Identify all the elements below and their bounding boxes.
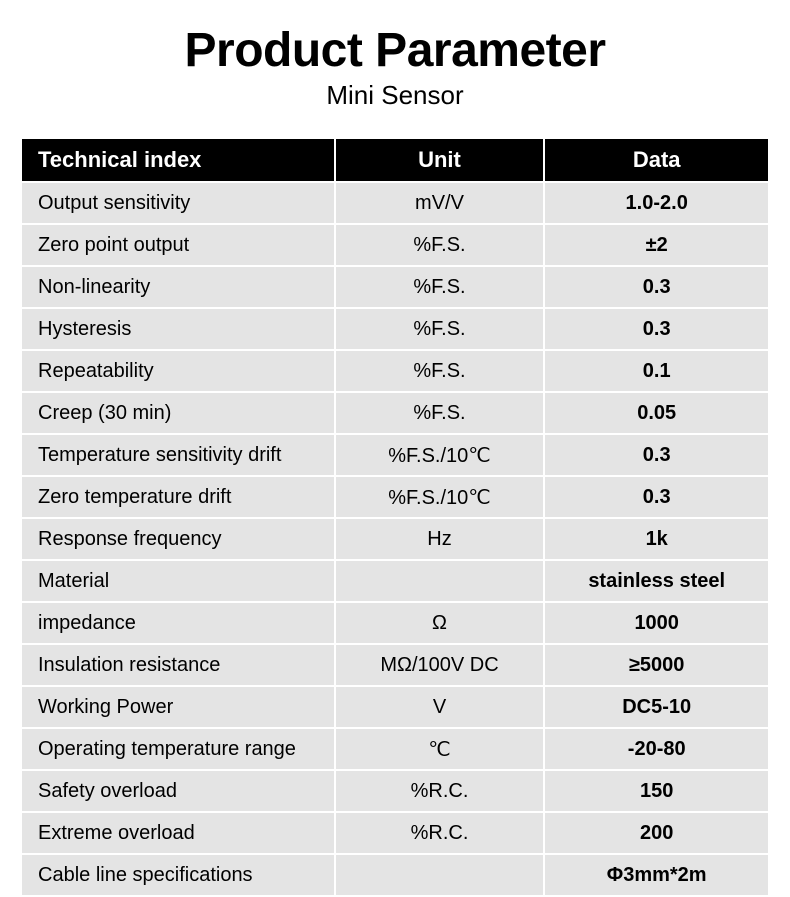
- table-row: Response frequencyHz1k: [22, 519, 768, 559]
- cell-index: Insulation resistance: [22, 645, 334, 685]
- cell-unit: V: [336, 687, 544, 727]
- col-header-index: Technical index: [22, 139, 334, 181]
- cell-index: Extreme overload: [22, 813, 334, 853]
- table-row: Hysteresis%F.S.0.3: [22, 309, 768, 349]
- table-body: Output sensitivitymV/V1.0-2.0Zero point …: [22, 183, 768, 895]
- cell-index: Repeatability: [22, 351, 334, 391]
- cell-data: 150: [545, 771, 768, 811]
- cell-data: ≥5000: [545, 645, 768, 685]
- table-row: Material stainless steel: [22, 561, 768, 601]
- table-row: Repeatability%F.S.0.1: [22, 351, 768, 391]
- table-row: Extreme overload%R.C.200: [22, 813, 768, 853]
- table-row: Zero temperature drift%F.S./10℃0.3: [22, 477, 768, 517]
- page-title: Product Parameter: [20, 26, 770, 76]
- cell-unit: %R.C.: [336, 813, 544, 853]
- table-header-row: Technical index Unit Data: [22, 139, 768, 181]
- cell-data: 0.05: [545, 393, 768, 433]
- table-row: Output sensitivitymV/V1.0-2.0: [22, 183, 768, 223]
- cell-data: 0.3: [545, 435, 768, 475]
- cell-index: Non-linearity: [22, 267, 334, 307]
- cell-unit: %F.S./10℃: [336, 477, 544, 517]
- cell-unit: ℃: [336, 729, 544, 769]
- cell-data: 0.3: [545, 309, 768, 349]
- cell-unit: %F.S.: [336, 309, 544, 349]
- cell-index: Operating temperature range: [22, 729, 334, 769]
- cell-unit: %F.S./10℃: [336, 435, 544, 475]
- table-row: Creep (30 min)%F.S.0.05: [22, 393, 768, 433]
- table-row: Cable line specifications Φ3mm*2m: [22, 855, 768, 895]
- cell-index: Creep (30 min): [22, 393, 334, 433]
- cell-index: Output sensitivity: [22, 183, 334, 223]
- table-row: Temperature sensitivity drift%F.S./10℃0.…: [22, 435, 768, 475]
- table-row: Non-linearity%F.S.0.3: [22, 267, 768, 307]
- cell-data: -20-80: [545, 729, 768, 769]
- cell-unit: [336, 561, 544, 601]
- page-container: Product Parameter Mini Sensor Technical …: [0, 0, 790, 897]
- cell-unit: %F.S.: [336, 351, 544, 391]
- cell-data: stainless steel: [545, 561, 768, 601]
- cell-unit: %R.C.: [336, 771, 544, 811]
- page-subtitle: Mini Sensor: [20, 80, 770, 111]
- cell-data: 1k: [545, 519, 768, 559]
- cell-unit: %F.S.: [336, 267, 544, 307]
- cell-unit: %F.S.: [336, 225, 544, 265]
- cell-unit: Hz: [336, 519, 544, 559]
- cell-data: 1000: [545, 603, 768, 643]
- cell-data: 200: [545, 813, 768, 853]
- col-header-unit: Unit: [336, 139, 544, 181]
- table-row: Zero point output%F.S.±2: [22, 225, 768, 265]
- cell-data: ±2: [545, 225, 768, 265]
- cell-index: Cable line specifications: [22, 855, 334, 895]
- cell-data: 1.0-2.0: [545, 183, 768, 223]
- cell-index: Hysteresis: [22, 309, 334, 349]
- cell-index: Zero temperature drift: [22, 477, 334, 517]
- cell-unit: %F.S.: [336, 393, 544, 433]
- cell-index: Zero point output: [22, 225, 334, 265]
- cell-data: DC5-10: [545, 687, 768, 727]
- cell-index: Safety overload: [22, 771, 334, 811]
- cell-data: 0.3: [545, 267, 768, 307]
- col-header-data: Data: [545, 139, 768, 181]
- cell-index: Material: [22, 561, 334, 601]
- cell-index: Response frequency: [22, 519, 334, 559]
- table-row: impedanceΩ1000: [22, 603, 768, 643]
- cell-unit: MΩ/100V DC: [336, 645, 544, 685]
- spec-table: Technical index Unit Data Output sensiti…: [20, 137, 770, 897]
- cell-data: 0.3: [545, 477, 768, 517]
- table-row: Safety overload%R.C.150: [22, 771, 768, 811]
- cell-unit: Ω: [336, 603, 544, 643]
- cell-unit: mV/V: [336, 183, 544, 223]
- cell-index: Temperature sensitivity drift: [22, 435, 334, 475]
- table-row: Operating temperature range℃-20-80: [22, 729, 768, 769]
- table-row: Working PowerVDC5-10: [22, 687, 768, 727]
- cell-index: impedance: [22, 603, 334, 643]
- cell-unit: [336, 855, 544, 895]
- cell-index: Working Power: [22, 687, 334, 727]
- table-row: Insulation resistanceMΩ/100V DC≥5000: [22, 645, 768, 685]
- cell-data: Φ3mm*2m: [545, 855, 768, 895]
- cell-data: 0.1: [545, 351, 768, 391]
